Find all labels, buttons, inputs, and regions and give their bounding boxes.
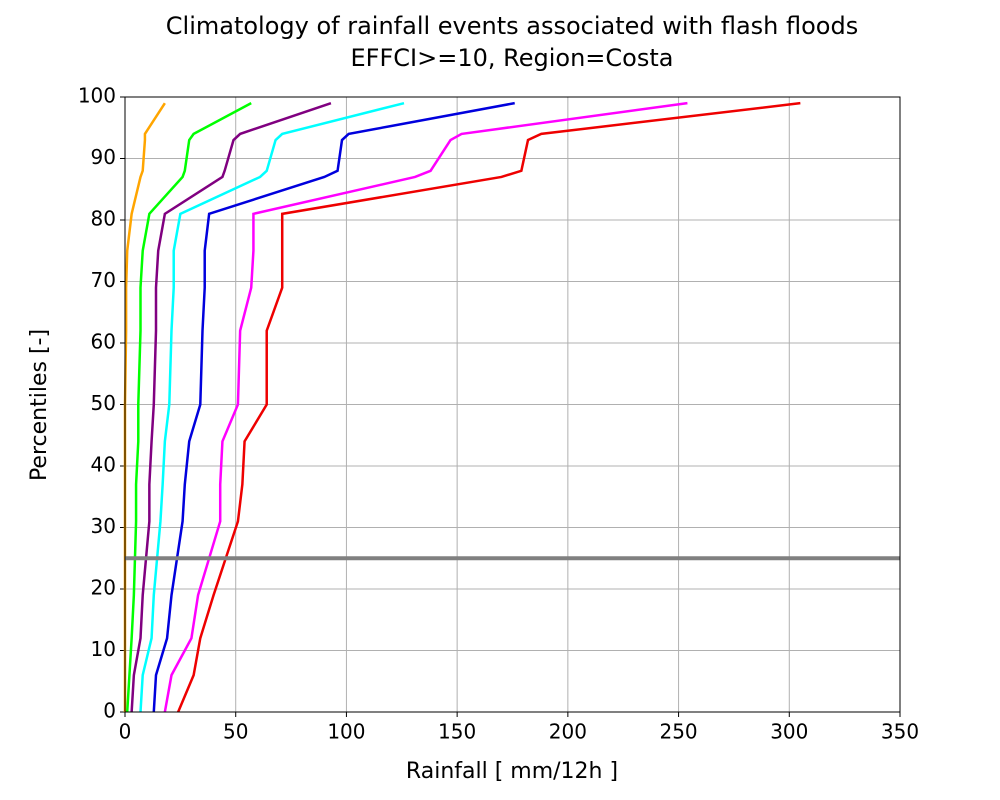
data-line bbox=[123, 102, 166, 712]
y-tick-label: 20 bbox=[91, 576, 116, 600]
chart-title: Climatology of rainfall events associate… bbox=[166, 12, 858, 40]
y-tick-label: 90 bbox=[91, 145, 116, 169]
data-line bbox=[139, 101, 405, 713]
y-tick-label: 50 bbox=[91, 391, 116, 415]
y-tick-label: 100 bbox=[78, 84, 116, 108]
data-line bbox=[130, 101, 332, 713]
x-tick-label: 150 bbox=[438, 720, 476, 744]
y-tick-label: 0 bbox=[103, 699, 116, 723]
data-line bbox=[176, 101, 801, 713]
x-tick-label: 200 bbox=[549, 720, 587, 744]
chart-subtitle: EFFCI>=10, Region=Costa bbox=[351, 44, 674, 72]
x-tick-label: 100 bbox=[327, 720, 365, 744]
data-line bbox=[163, 101, 688, 713]
y-tick-label: 60 bbox=[91, 330, 116, 354]
y-axis-label: Percentiles [-] bbox=[27, 329, 52, 481]
x-axis-label: Rainfall [ mm/12h ] bbox=[406, 759, 618, 784]
y-tick-label: 30 bbox=[91, 514, 116, 538]
plot-frame bbox=[124, 96, 901, 713]
data-line bbox=[125, 102, 252, 713]
data-line bbox=[152, 101, 515, 713]
x-tick-label: 250 bbox=[659, 720, 697, 744]
y-tick-label: 80 bbox=[91, 207, 116, 231]
x-tick-label: 0 bbox=[119, 720, 132, 744]
y-tick-label: 40 bbox=[91, 453, 116, 477]
x-tick-label: 350 bbox=[881, 720, 919, 744]
y-tick-label: 70 bbox=[91, 268, 116, 292]
y-tick-label: 10 bbox=[91, 637, 116, 661]
x-tick-label: 300 bbox=[770, 720, 808, 744]
x-tick-label: 50 bbox=[223, 720, 248, 744]
